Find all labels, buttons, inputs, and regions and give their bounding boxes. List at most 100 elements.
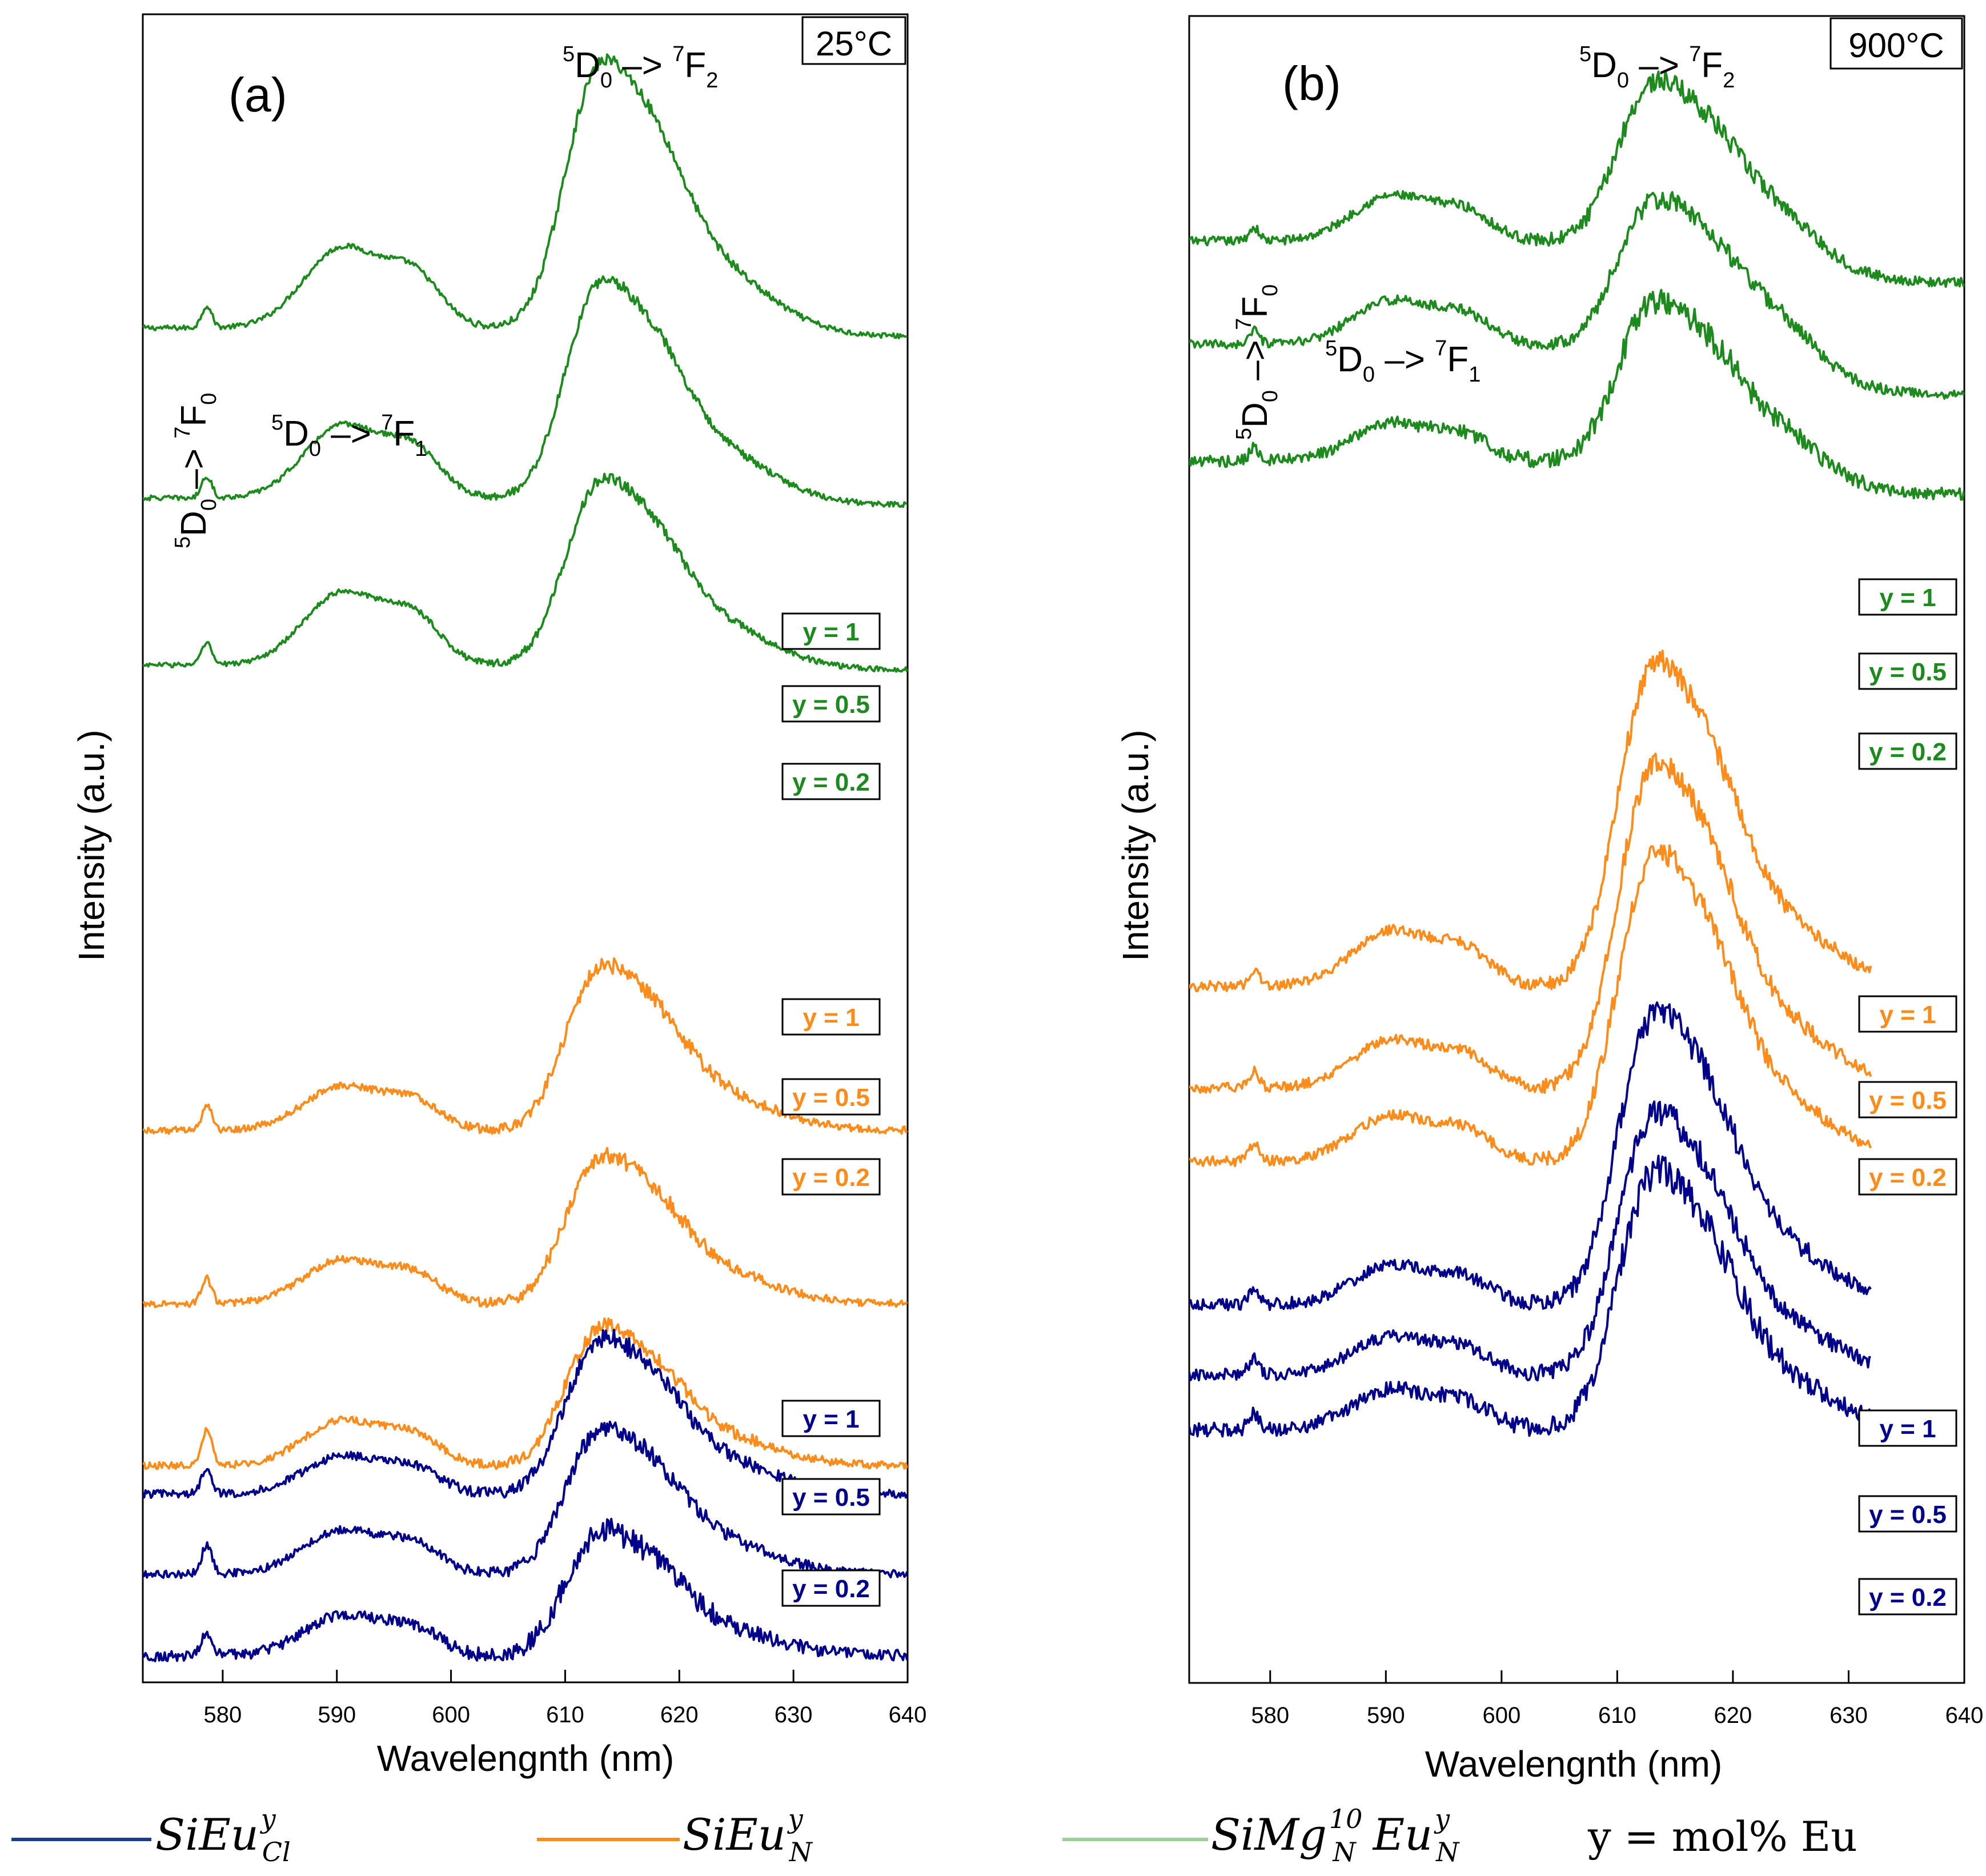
series-tag-box <box>1858 1081 1957 1119</box>
series-line-sieucl-8 <box>143 1518 908 1662</box>
series-line-simg-1 <box>1189 191 1964 400</box>
panel-b: 580 590 600 610 620 630 640 y = 1 y = 0.5 y = 0.… <box>1115 15 1983 1785</box>
series-tag-label: y = 1 <box>1879 1001 1936 1029</box>
series-tag-box <box>1858 1409 1957 1447</box>
legend-label-sieucl: SiEuy Cl <box>155 1803 291 1867</box>
temperature-box-b <box>1829 17 1963 70</box>
series-line-sieun-3 <box>143 957 908 1135</box>
plot-frame-a <box>142 13 909 1683</box>
legend-label-simg: SiMg10 N Euy N <box>1211 1803 1460 1867</box>
series-line-simg-1 <box>143 275 908 508</box>
series-tag-box <box>1858 995 1957 1033</box>
series-line-sieun-4 <box>143 1147 908 1309</box>
legend-label-sieun: SiEuy N <box>683 1803 813 1867</box>
series-tag-label: y = 1 <box>803 618 859 646</box>
temperature-box-a <box>801 16 906 65</box>
x-tick-label: 610 <box>546 1702 584 1727</box>
series-tag-box <box>1858 578 1957 616</box>
annotation-f1-a: 5D0 –> 7F1 <box>271 411 427 461</box>
series-tag-label: y = 1 <box>1879 1415 1936 1443</box>
plot-frame-b <box>1188 15 1965 1684</box>
series-line-simg-0 <box>143 53 908 339</box>
series-tag-box <box>781 1158 881 1196</box>
series-tag-box <box>781 1400 881 1437</box>
legend: SiEuy Cl SiEuy N SiMg10 N Euy N y = mol% Eu <box>11 1803 1857 1867</box>
series-line-sieucl-7 <box>1189 1100 1871 1382</box>
panel-label-a: (a) <box>228 68 287 122</box>
series-line-simg-0 <box>1189 70 1964 288</box>
annotation-f1-b: 5D0 –> 7F1 <box>1325 336 1481 387</box>
series-tag-label: y = 0.5 <box>1869 1087 1947 1115</box>
series-line-sieun-3 <box>1189 650 1872 992</box>
x-axis-title-a: Wavelengnth (nm) <box>377 1738 675 1779</box>
series-tag-label: y = 0.5 <box>1869 1501 1947 1529</box>
series-line-sieucl-6 <box>143 1329 908 1499</box>
x-tick-label: 590 <box>1367 1703 1405 1728</box>
series-tag-label: y = 0.2 <box>1869 1584 1947 1612</box>
x-tick-label: 630 <box>1829 1703 1868 1728</box>
series-line-sieun-5 <box>143 1317 908 1470</box>
series-tag-box <box>1858 1578 1957 1616</box>
x-tick-label: 610 <box>1598 1703 1636 1728</box>
x-tick-label: 590 <box>318 1702 356 1727</box>
series-tag-label: y = 0.5 <box>792 691 870 719</box>
series-line-sieucl-7 <box>143 1420 908 1580</box>
y-axis-title-b: Intensity (a.u.) <box>1115 729 1156 961</box>
series-tag-box <box>781 763 881 800</box>
series-tag-box <box>781 685 881 723</box>
y-axis-title-a: Intensity (a.u.) <box>71 729 112 961</box>
series-line-sieun-4 <box>1189 752 1872 1094</box>
series-tag-label: y = 0.2 <box>792 1164 870 1192</box>
series-tag-box <box>781 1078 881 1116</box>
series-tags-b: y = 1 y = 0.5 y = 0.2 y = 1 y = 0.5 y = 0.2 y … <box>1858 578 1957 1616</box>
series-tag-box <box>1858 652 1957 690</box>
series-tag-label: y = 0.2 <box>1869 738 1947 766</box>
series-tag-label: y = 1 <box>803 1004 859 1032</box>
annotation-f0-a: 5D0 –> 7F0 <box>171 393 221 548</box>
series-tags-a: y = 1 y = 0.5 y = 0.2 y = 1 y = 0.5 y = 0.2 y … <box>781 612 881 1607</box>
series-line-sieucl-6 <box>1189 1001 1872 1312</box>
x-axis-title-b: Wavelengnth (nm) <box>1425 1743 1723 1785</box>
x-tick-label: 600 <box>1482 1703 1520 1728</box>
series-tag-label: y = 0.5 <box>792 1084 870 1112</box>
curves-a <box>143 53 908 1662</box>
legend-note: y = mol% Eu <box>1587 1813 1857 1861</box>
annotation-f0-b: 5D0 –> 7F0 <box>1232 284 1282 440</box>
x-tick-label: 640 <box>1945 1703 1984 1728</box>
curves-b <box>1189 70 1964 1438</box>
series-tag-label: y = 0.5 <box>792 1484 870 1512</box>
series-tag-label: y = 0.5 <box>1869 658 1947 686</box>
series-tag-box <box>1858 1158 1957 1196</box>
x-tick-label: 600 <box>432 1702 470 1727</box>
x-ticks-b: 580 590 600 610 620 630 640 <box>1251 1670 1983 1728</box>
series-tag-box <box>1858 732 1957 770</box>
panel-label-b: (b) <box>1282 57 1341 110</box>
x-tick-label: 580 <box>204 1702 242 1727</box>
annotation-f2-b: 5D0 –> 7F2 <box>1579 42 1735 93</box>
series-tag-box <box>1858 1495 1957 1533</box>
x-tick-label: 580 <box>1251 1703 1289 1728</box>
series-tag-box <box>781 998 881 1036</box>
series-tag-label: y = 0.2 <box>792 768 870 796</box>
x-tick-label: 640 <box>889 1702 927 1727</box>
x-tick-label: 630 <box>775 1702 813 1727</box>
x-ticks-a: 580 590 600 610 620 630 640 <box>204 1670 927 1727</box>
series-line-simg-2 <box>143 472 908 673</box>
series-line-sieucl-8 <box>1189 1155 1872 1438</box>
series-tag-label: y = 1 <box>1879 584 1936 612</box>
panel-a: 580 590 600 610 620 630 640 y = 1 y = 0.5 y = 0.… <box>71 13 927 1779</box>
series-tag-label: y = 0.2 <box>1869 1164 1947 1192</box>
x-tick-label: 620 <box>1714 1703 1752 1728</box>
series-tag-box <box>781 1569 881 1607</box>
x-tick-label: 620 <box>660 1702 699 1727</box>
series-tag-label: y = 0.2 <box>792 1575 870 1603</box>
series-tag-box <box>781 612 881 650</box>
temperature-label-a: 25°C <box>816 25 892 63</box>
series-line-sieun-5 <box>1189 844 1872 1168</box>
series-tag-box <box>781 1478 881 1516</box>
series-tag-label: y = 1 <box>803 1405 859 1433</box>
annotation-f2-a: 5D0 –> 7F2 <box>563 42 718 93</box>
temperature-label-b: 900°C <box>1848 26 1944 65</box>
series-line-simg-2 <box>1189 288 1964 501</box>
